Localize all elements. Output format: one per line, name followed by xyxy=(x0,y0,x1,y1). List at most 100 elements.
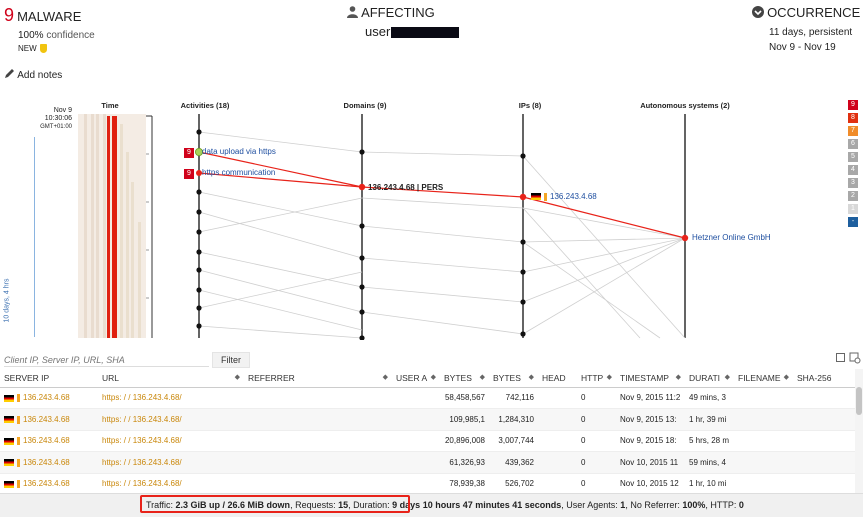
server-ip-link[interactable]: 136.243.4.68 xyxy=(23,479,70,489)
table-row[interactable]: 136.243.4.68 https: / / 136.243.4.68/ 61… xyxy=(0,451,855,474)
sort-icon[interactable]: ◆ xyxy=(382,373,388,381)
add-notes-button[interactable]: Add notes xyxy=(4,68,62,81)
severity-filter-4[interactable]: 4 xyxy=(848,165,858,175)
server-ip-link[interactable]: 136.243.4.68 xyxy=(23,414,70,424)
severity-filter-2[interactable]: 2 xyxy=(848,191,858,201)
server-ip-link[interactable]: 136.243.4.68 xyxy=(23,393,70,403)
severity-legend[interactable]: 9 8 7 6 5 4 3 2 1 - xyxy=(848,100,858,227)
ip-node-item[interactable]: 136.243.4.68 xyxy=(531,192,597,201)
server-ip-link[interactable]: 136.243.4.68 xyxy=(23,436,70,446)
column-header[interactable]: USER A ◆ xyxy=(392,369,440,388)
column-header[interactable]: BYTES ◆ xyxy=(440,369,489,388)
duration-cell: 59 mins, 4 xyxy=(685,451,734,474)
column-header[interactable]: SHA-256 xyxy=(793,369,855,388)
activity-item-https[interactable]: 9 https communication xyxy=(184,168,275,179)
column-header[interactable]: DURATI ◆ xyxy=(685,369,734,388)
severity-filter-9[interactable]: 9 xyxy=(848,100,858,110)
domains-column-header[interactable]: Domains (9) xyxy=(343,101,387,110)
timeline-histogram[interactable] xyxy=(78,114,153,338)
asn-node-highlight[interactable] xyxy=(681,234,689,242)
asn-column-header[interactable]: Autonomous systems (2) xyxy=(640,101,730,110)
highlighted-path xyxy=(198,151,686,239)
severity-filter-none[interactable]: - xyxy=(848,217,858,227)
sort-icon[interactable]: ◆ xyxy=(606,373,612,381)
column-header[interactable]: TIMESTAMP ◆ xyxy=(616,369,685,388)
severity-filter-7[interactable]: 7 xyxy=(848,126,858,136)
add-notes-label[interactable]: Add notes xyxy=(17,70,63,81)
http-cell: 0 xyxy=(577,473,616,493)
activity-node-highlight[interactable] xyxy=(196,170,202,176)
severity-filter-8[interactable]: 8 xyxy=(848,113,858,123)
germany-flag-icon xyxy=(4,459,14,467)
table-row[interactable]: 136.243.4.68 https: / / 136.243.4.68/ 20… xyxy=(0,430,855,452)
severity-filter-6[interactable]: 6 xyxy=(848,139,858,149)
sort-icon[interactable]: ◆ xyxy=(528,373,534,381)
scrollbar-thumb[interactable] xyxy=(856,387,862,415)
redacted-username xyxy=(391,27,460,39)
ips-column-header[interactable]: IPs (8) xyxy=(518,101,542,110)
severity-filter-5[interactable]: 5 xyxy=(848,152,858,162)
column-header[interactable]: REFERRER ◆ xyxy=(244,369,392,388)
url-link[interactable]: https: / / 136.243.4.68/ xyxy=(102,457,182,467)
url-link[interactable]: https: / / 136.243.4.68/ xyxy=(102,414,182,424)
bytes-up-cell: 61,326,93 xyxy=(440,451,489,474)
duration-days: 11 days xyxy=(769,27,804,38)
url-link[interactable]: https: / / 136.243.4.68/ xyxy=(102,479,182,489)
activity-item-upload[interactable]: 9 data upload via https xyxy=(184,147,276,158)
activity-graph[interactable] xyxy=(0,112,840,340)
activity-label[interactable]: https communication xyxy=(202,168,276,177)
domain-node-highlight[interactable] xyxy=(358,183,366,191)
timeline-bar-highlight[interactable] xyxy=(112,116,117,338)
no-referrer-value: 100% xyxy=(682,500,706,510)
column-header[interactable]: HTTP ◆ xyxy=(577,369,616,388)
timeline-bar-highlight[interactable] xyxy=(107,116,110,338)
activity-node-selected[interactable] xyxy=(194,148,203,157)
table-row[interactable]: 136.243.4.68 https: / / 136.243.4.68/ 10… xyxy=(0,408,855,431)
occurrence-section: OCCURRENCE xyxy=(752,5,860,20)
requests-table: SERVER IP URL ◆ REFERRER ◆ USER A ◆ BYTES ◆ … xyxy=(0,369,855,493)
severity-badge: 9 xyxy=(184,169,194,179)
activity-label[interactable]: data upload via https xyxy=(202,147,276,156)
activities-column-header[interactable]: Activities (18) xyxy=(180,101,230,110)
ip-node-label[interactable]: 136.243.4.68 xyxy=(550,192,597,201)
bytes-down-cell: 1,284,310 xyxy=(489,408,538,431)
sort-icon[interactable]: ◆ xyxy=(675,373,681,381)
url-link[interactable]: https: / / 136.243.4.68/ xyxy=(102,393,182,403)
user-icon xyxy=(347,6,358,18)
domain-node-label[interactable]: 136.243.4.68 | PERS xyxy=(368,183,444,192)
severity-filter-3[interactable]: 3 xyxy=(848,178,858,188)
table-header-row: SERVER IP URL ◆ REFERRER ◆ USER A ◆ BYTES ◆ … xyxy=(0,369,855,388)
url-link[interactable]: https: / / 136.243.4.68/ xyxy=(102,436,182,446)
server-ip-link[interactable]: 136.243.4.68 xyxy=(23,457,70,467)
sort-icon[interactable]: ◆ xyxy=(724,373,730,381)
column-header[interactable]: URL ◆ xyxy=(98,369,244,388)
sort-icon[interactable]: ◆ xyxy=(479,373,485,381)
table-row[interactable]: 136.243.4.68 https: / / 136.243.4.68/ 58… xyxy=(0,387,855,409)
settings-icon[interactable] xyxy=(849,352,861,364)
sort-icon[interactable]: ◆ xyxy=(430,373,436,381)
table-row[interactable]: 136.243.4.68 https: / / 136.243.4.68/ 78… xyxy=(0,473,855,493)
maximize-icon[interactable] xyxy=(836,353,845,362)
column-header[interactable]: HEAD xyxy=(538,369,577,388)
column-header[interactable]: BYTES ◆ xyxy=(489,369,538,388)
duration-label: , Duration: xyxy=(348,500,390,510)
column-header[interactable]: SERVER IP xyxy=(0,369,98,388)
traffic-value: 2.3 GiB up / 26.6 MiB down xyxy=(175,500,291,510)
affecting-user[interactable]: user xyxy=(365,24,460,39)
timestamp-cell: Nov 10, 2015 11 xyxy=(616,451,685,474)
timestamp-cell: Nov 9, 2015 18: xyxy=(616,430,685,452)
filter-input[interactable] xyxy=(4,353,209,367)
sort-icon[interactable]: ◆ xyxy=(783,373,789,381)
bytes-down-cell: 526,702 xyxy=(489,473,538,493)
sort-icon[interactable]: ◆ xyxy=(234,373,240,381)
asn-node-label[interactable]: Hetzner Online GmbH xyxy=(692,233,771,242)
graph-nodes[interactable] xyxy=(196,129,526,340)
column-header[interactable]: FILENAME ◆ xyxy=(734,369,793,388)
table-scrollbar[interactable] xyxy=(855,369,863,493)
chevron-down-circle-icon[interactable] xyxy=(752,6,764,18)
severity-filter-1[interactable]: 1 xyxy=(848,204,858,214)
confidence-label: confidence xyxy=(46,30,95,41)
filter-button[interactable]: Filter xyxy=(212,352,250,368)
affecting-user-name[interactable]: user xyxy=(365,24,391,39)
ip-node-highlight[interactable] xyxy=(519,193,527,201)
